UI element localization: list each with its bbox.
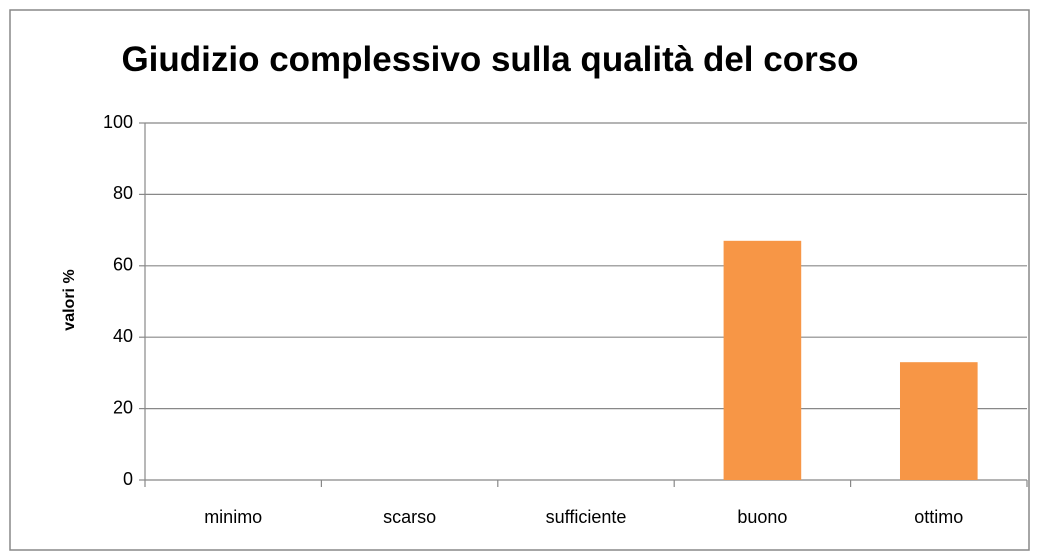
- y-axis-label: valori %: [61, 269, 78, 330]
- chart-border: [9, 9, 1030, 551]
- bar: [899, 362, 978, 480]
- x-tick-label: buono: [737, 507, 787, 527]
- y-tick-label: 40: [113, 326, 133, 346]
- y-tick-label: 100: [103, 112, 133, 132]
- y-tick-label: 0: [123, 469, 133, 489]
- x-tick-label: sufficiente: [546, 507, 627, 527]
- chart-title: Giudizio complessivo sulla qualità del c…: [121, 40, 859, 79]
- y-tick-label: 60: [113, 255, 133, 275]
- bar: [723, 240, 802, 480]
- x-tick-label: scarso: [383, 507, 436, 527]
- x-tick-label: minimo: [204, 507, 262, 527]
- y-tick-label: 20: [113, 397, 133, 417]
- y-tick-label: 80: [113, 183, 133, 203]
- x-tick-label: ottimo: [914, 507, 963, 527]
